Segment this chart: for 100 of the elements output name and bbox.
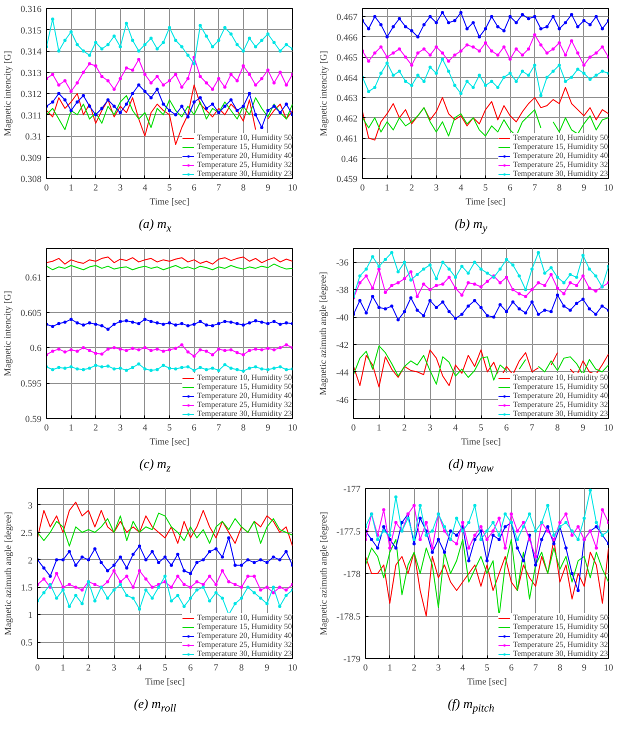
legend-label: Temperature 10, Humidity 50 [513,133,608,142]
legend-label: Temperature 30, Humidity 23 [197,169,292,178]
x-tick-label: 1 [387,664,392,674]
y-tick-label: 0.46 [341,154,358,165]
x-tick-label: 2 [412,664,417,674]
x-tick-label: 5 [478,424,484,434]
x-tick-label: 0 [351,424,356,434]
x-tick-label: 6 [508,184,513,194]
x-tick-label: 9 [580,424,586,434]
x-tick-label: 1 [384,184,390,194]
x-tick-label: 5 [483,184,488,194]
y-tick-label: -44 [336,368,349,378]
x-tick-label: 5 [167,424,172,434]
legend-label: Temperature 25, Humidity 32 [513,400,608,409]
y-tick-label: -38 [336,286,349,296]
x-tick-label: 4 [453,424,458,434]
legend-label: Temperature 30, Humidity 23 [513,649,608,658]
text: (a) m$_{x}$ [138,216,172,235]
x-tick-label: 10 [288,664,298,674]
legend-label: Temperature 15, Humidity 50 [513,382,608,391]
x-axis-title: Time [sec] [145,678,185,688]
text: (b) m$_{y}$ [454,216,488,235]
y-tick-label: 3 [28,501,33,512]
legend-label: Temperature 20, Humidity 40 [197,631,292,640]
x-tick-label: 5 [167,184,172,194]
x-tick-label: 4 [460,664,466,674]
legend-label: Temperature 30, Humidity 23 [513,409,608,418]
x-tick-label: 2 [93,424,98,434]
x-tick-label: 10 [604,424,614,434]
y-tick-label: 0.6 [30,344,42,354]
legend-label: Temperature 15, Humidity 50 [513,622,608,631]
legend-label: Temperature 25, Humidity 32 [513,160,608,169]
legend-label: Temperature 10, Humidity 50 [513,613,608,622]
y-tick-label: 0.31 [25,132,42,142]
x-tick-label: 4 [142,184,148,194]
x-tick-label: 0 [363,664,368,674]
x-tick-label: 7 [216,184,222,194]
x-tick-label: 7 [532,184,538,194]
y-tick-label: 2.5 [20,528,33,539]
y-tick-label: 0.5 [20,638,33,649]
legend-label: Temperature 10, Humidity 50 [513,373,608,382]
x-tick-label: 9 [582,664,587,674]
x-tick-label: 6 [188,664,194,674]
x-axis-title: Time [sec] [467,678,507,688]
y-tick-label: 0.314 [20,48,42,58]
x-tick-label: 4 [458,184,464,194]
x-tick-label: 2 [86,664,92,674]
x-tick-label: 8 [556,184,562,194]
x-tick-label: 6 [504,424,510,434]
y-tick-label: 0.316 [20,5,42,15]
y-tick-label: -36 [336,258,349,269]
x-tick-label: 0 [44,184,50,194]
legend-label: Temperature 15, Humidity 50 [197,382,292,391]
x-tick-label: 2 [93,184,98,194]
y-tick-label: -177 [343,485,361,495]
x-axis-title: Time [sec] [461,438,501,448]
y-tick-label: 0.309 [20,154,42,164]
text: (e) m$_{roll}$ [134,696,176,715]
y-tick-label: 0.467 [336,13,358,24]
y-tick-label: 0.466 [336,33,358,44]
y-tick-label: 0.312 [20,90,42,100]
y-axis-title: Magnetic azimuth angle [degree] [319,272,330,396]
x-tick-label: 6 [508,664,514,674]
legend-label: Temperature 15, Humidity 50 [197,622,292,631]
x-tick-label: 0 [44,424,50,434]
x-tick-label: 2 [402,424,408,434]
y-tick-label: 0.308 [20,175,42,185]
x-tick-label: 5 [162,664,168,674]
x-tick-label: 10 [288,424,298,434]
x-tick-label: 0 [35,664,40,674]
x-tick-label: 3 [112,664,117,674]
y-tick-label: -40 [336,314,349,324]
x-axis-title: Time [sec] [150,198,190,208]
x-tick-label: 10 [288,184,298,194]
x-tick-label: 3 [118,184,123,194]
x-tick-label: 3 [434,184,439,194]
legend-label: Temperature 25, Humidity 32 [513,640,608,649]
y-tick-label: 0.595 [20,380,42,390]
x-tick-label: 4 [142,424,148,434]
y-tick-label: 0.465 [336,54,358,64]
legend-label: Temperature 20, Humidity 40 [197,391,292,400]
y-tick-label: 0.463 [336,94,358,104]
legend-label: Temperature 10, Humidity 50 [197,133,292,142]
text: (d) m$_{yaw}$ [448,456,494,475]
legend-label: Temperature 10, Humidity 50 [197,373,292,382]
text: (f) m$_{pitch}$ [448,696,494,715]
legend-label: Temperature 15, Humidity 50 [197,142,292,151]
y-tick-label: -46 [336,396,349,406]
x-tick-label: 10 [604,184,614,194]
y-tick-label: 0.461 [336,134,358,145]
x-tick-label: 3 [428,424,433,434]
legend-label: Temperature 25, Humidity 32 [197,160,292,169]
x-tick-label: 9 [266,184,271,194]
x-tick-label: 4 [137,664,142,674]
x-tick-label: 9 [582,184,587,194]
x-tick-label: 9 [266,424,271,434]
y-tick-label: -42 [336,340,349,351]
y-axis-title: Magnetic azimuth angle [degree] [4,512,14,636]
y-tick-label: 0.462 [336,114,358,124]
legend-label: Temperature 30, Humidity 23 [513,169,608,178]
